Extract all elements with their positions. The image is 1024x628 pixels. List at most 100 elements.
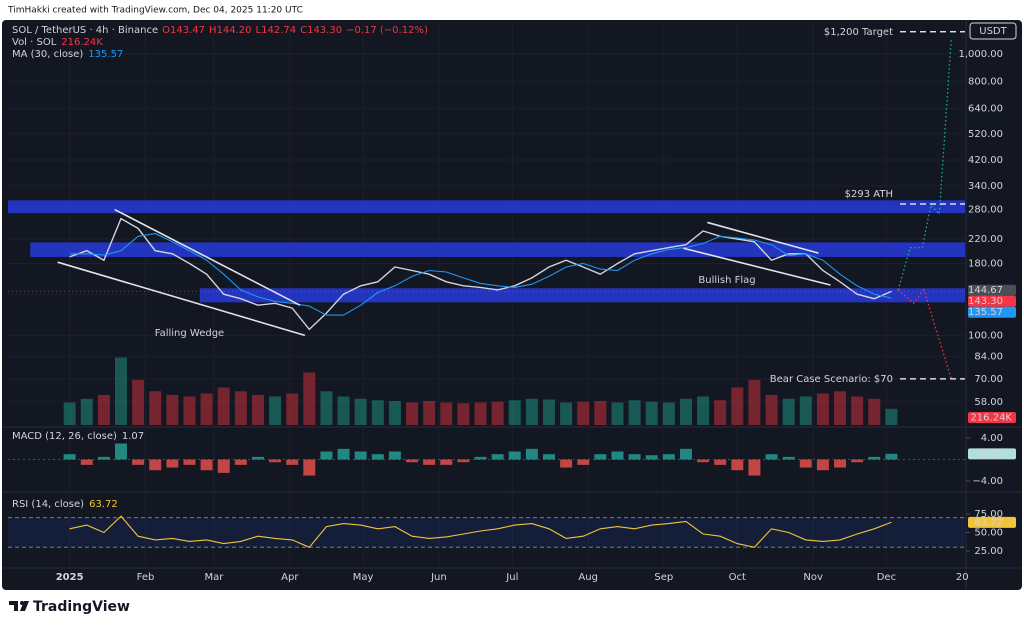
legend-item: H144.20 — [209, 25, 252, 36]
y-tick-label: 1,000.00 — [958, 49, 1003, 60]
rsi-band — [8, 517, 965, 548]
x-tick-label: Jul — [505, 572, 518, 583]
macd-bar — [816, 459, 829, 471]
y-tick-label: 220.00 — [968, 234, 1003, 245]
volume-bar — [645, 401, 658, 425]
legend-item: C143.30 — [300, 25, 342, 36]
y-tick-label: 280.00 — [968, 205, 1003, 216]
macd-bar — [594, 454, 607, 460]
price-box-label: 143.30 — [968, 296, 1003, 307]
y-tick-label: 4.00 — [981, 433, 1003, 444]
volume-bar — [80, 398, 93, 425]
volume-bar — [542, 399, 555, 425]
legend: SOL / TetherUS · 4h · Binance O143.47 H144… — [12, 25, 428, 36]
volume-bar — [748, 380, 761, 425]
macd-bar — [748, 459, 761, 476]
volume-bar — [354, 398, 367, 425]
volume-bar — [132, 380, 145, 425]
volume-bar — [560, 402, 573, 425]
projection — [897, 37, 952, 291]
volume-bar — [269, 396, 282, 425]
macd-bar — [525, 448, 538, 460]
legend: Vol · SOL 216.24K — [12, 37, 103, 48]
macd-bar — [834, 459, 847, 468]
y-tick-label: 58.00 — [974, 397, 1003, 408]
macd-bar — [149, 459, 162, 471]
volume-bar — [508, 400, 521, 425]
annotation: Falling Wedge — [155, 328, 224, 339]
rsi-box-label: 63.72 — [974, 517, 1003, 528]
volume-bar — [183, 396, 196, 425]
volume-box — [968, 412, 1016, 423]
macd-bar — [166, 459, 179, 468]
macd-bar — [80, 459, 93, 465]
x-tick-label: Jun — [430, 572, 447, 583]
trendline — [683, 247, 831, 286]
x-tick-label: Nov — [803, 572, 823, 583]
y-tick-label: 420.00 — [968, 155, 1003, 166]
currency: USDT — [979, 26, 1007, 37]
volume-bar — [63, 402, 76, 425]
volume-bar — [851, 396, 864, 425]
y-tick-label: 75.00 — [974, 509, 1003, 520]
macd-bar — [440, 459, 453, 465]
volume-bar — [868, 398, 881, 425]
legend-item: L142.74 — [256, 25, 297, 36]
macd-bar — [611, 451, 624, 460]
volume-bar — [816, 393, 829, 425]
legend-item: MA (30, close) — [12, 49, 83, 60]
macd-bar — [628, 454, 641, 460]
y-tick-label: 640.00 — [968, 104, 1003, 115]
volume-bar — [97, 395, 110, 425]
macd-bar — [885, 453, 898, 460]
macd-bar — [337, 448, 350, 460]
volume-bar — [149, 391, 162, 425]
macd-bar — [371, 454, 384, 460]
support-zone — [8, 200, 965, 214]
x-tick-label: 2025 — [56, 572, 84, 583]
currency-box — [969, 22, 1017, 40]
x-tick-label: Dec — [877, 572, 896, 583]
volume-bar — [834, 391, 847, 425]
volume-bar — [234, 391, 247, 425]
legend-item: −0.17 (−0.12%) — [346, 25, 428, 36]
volume-bar — [611, 402, 624, 425]
macd-bar — [799, 459, 812, 468]
macd-bar — [183, 459, 196, 465]
macd-bar — [560, 459, 573, 468]
volume-bar — [731, 387, 744, 425]
volume-bar — [388, 401, 401, 425]
macd-bar — [217, 459, 230, 473]
volume-bar — [628, 400, 641, 425]
price-box — [968, 306, 1016, 318]
x-tick-label: May — [353, 572, 374, 583]
price-box — [968, 284, 1016, 296]
y-tick-label: −4.00 — [972, 476, 1003, 487]
macd-bar — [714, 459, 727, 465]
volume-bar — [320, 391, 333, 425]
y-tick-label: 520.00 — [968, 129, 1003, 140]
volume-bar — [662, 402, 675, 425]
macd-bar — [388, 451, 401, 460]
macd-bar — [474, 456, 487, 460]
x-tick-label: 20 — [956, 572, 969, 583]
macd-bar — [731, 459, 744, 471]
level-label: Bear Case Scenario: $70 — [770, 374, 893, 385]
level-label: $293 ATH — [845, 189, 893, 200]
support-zone — [199, 288, 965, 303]
volume-box-label: 216.24K — [970, 413, 1012, 424]
brand: TradingView — [33, 599, 130, 615]
macd-bar — [851, 459, 864, 463]
volume-bar — [217, 387, 230, 425]
x-tick-label: Oct — [729, 572, 746, 583]
y-tick-label: 100.00 — [968, 330, 1003, 341]
volume-bar — [885, 408, 898, 425]
level-label: $1,200 Target — [824, 27, 893, 38]
annotation: Bullish Flag — [698, 275, 755, 286]
price-box-label: 135.57 — [968, 307, 1003, 318]
support-zone — [30, 242, 966, 257]
y-tick-label: 50.00 — [974, 527, 1003, 538]
macd-bar — [457, 459, 470, 463]
volume-bar — [525, 398, 538, 425]
